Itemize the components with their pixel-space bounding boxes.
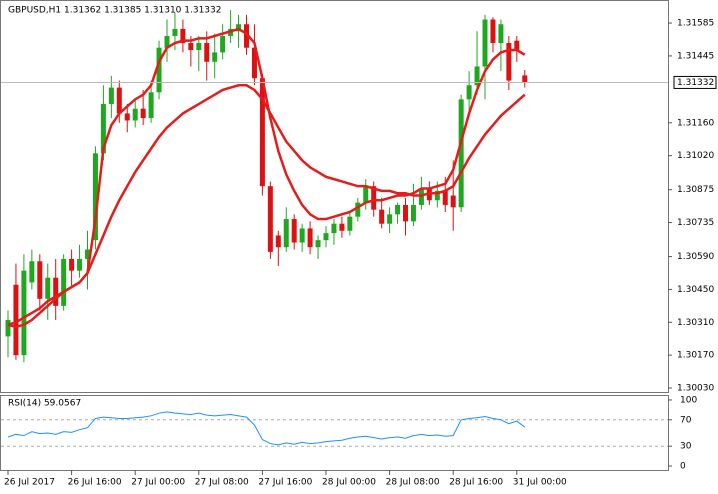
candle-body [69, 258, 75, 271]
candle-body [339, 223, 345, 231]
moving-average [7, 84, 526, 326]
candle-body [29, 261, 35, 283]
candle-body [403, 204, 408, 222]
candle-body [395, 204, 401, 215]
candle-body [323, 233, 329, 241]
candle-body [331, 223, 337, 234]
y-tick-label: 1.31160 [677, 118, 714, 128]
candle-body [53, 277, 59, 306]
candle-body [514, 40, 520, 51]
y-tick-label: 100 [680, 395, 697, 405]
candle-body [410, 204, 416, 222]
rsi-line [7, 411, 526, 446]
y-tick-label: 0 [680, 462, 686, 472]
y-tick-label: 1.31445 [677, 51, 714, 61]
candle-body [259, 78, 265, 187]
candle-body [283, 219, 289, 248]
candle-body [506, 43, 512, 81]
main-panel [0, 0, 669, 393]
x-tick-label: 26 Jul 2017 [4, 478, 55, 488]
rsi-panel [0, 395, 669, 471]
candle-body [458, 99, 464, 208]
candle-body [482, 19, 488, 67]
candle-body [291, 219, 297, 243]
candle-body [45, 277, 51, 299]
candle-body [315, 240, 321, 248]
chart-title: GBPUSD,H1 1.31362 1.31385 1.31310 1.3133… [8, 6, 221, 16]
candle-body [21, 270, 27, 356]
candle-body [124, 113, 130, 121]
candle-body [37, 261, 43, 299]
x-tick-label: 27 Jul 00:00 [131, 478, 185, 488]
candle-body [498, 24, 504, 44]
candle-body [379, 209, 385, 224]
candle-body [212, 52, 218, 62]
candle-body [61, 258, 67, 306]
y-tick-label: 1.31020 [677, 151, 714, 161]
candle-body [267, 186, 273, 252]
y-tick-label: 70 [680, 415, 692, 425]
candle-body [363, 186, 369, 203]
candle-body [108, 87, 114, 105]
candle-body [148, 92, 154, 119]
candle-body [180, 28, 186, 44]
candle-body [100, 104, 106, 154]
x-tick-label: 28 Jul 08:00 [386, 478, 440, 488]
candle-body [92, 153, 98, 241]
candle-body [156, 47, 162, 93]
candle-body [275, 235, 281, 248]
x-tick-label: 26 Jul 16:00 [68, 478, 122, 488]
candle-body [13, 284, 19, 356]
candle-body [387, 214, 393, 224]
y-tick-label: 1.30735 [677, 218, 714, 228]
candle-body [474, 66, 480, 86]
candle-body [434, 190, 440, 201]
y-tick-label: 30 [680, 442, 692, 452]
candle-body [371, 186, 377, 210]
x-tick-label: 27 Jul 16:00 [258, 478, 312, 488]
candle-body [299, 228, 305, 243]
moving-average [7, 27, 526, 329]
candle-body [188, 43, 194, 51]
candle-body [132, 108, 138, 121]
candle-body [196, 43, 202, 51]
candle-body [347, 216, 353, 231]
x-tick-label: 31 Jul 00:00 [513, 478, 567, 488]
candle-body [116, 87, 122, 114]
candle-body [355, 202, 361, 217]
current-price-box [673, 75, 717, 89]
y-tick-label: 1.30590 [677, 252, 714, 262]
candle-body [220, 35, 226, 53]
candle-body [140, 108, 146, 119]
y-tick-label: 1.30310 [677, 318, 714, 328]
candle-body [490, 19, 496, 44]
x-tick-label: 28 Jul 00:00 [322, 478, 376, 488]
candle-body [85, 249, 90, 259]
current-price-label: 1.31332 [677, 78, 714, 88]
y-tick-label: 1.30170 [677, 351, 714, 361]
candle-body [5, 319, 11, 337]
candle-body [244, 24, 249, 48]
candle-body [164, 35, 170, 48]
candle-body [442, 190, 448, 205]
candle-body [466, 85, 472, 100]
rsi-title: RSI(14) 59.0567 [8, 399, 81, 409]
candle-body [522, 75, 528, 83]
candle-body [172, 28, 178, 36]
x-tick-label: 28 Jul 16:00 [449, 478, 503, 488]
candle-body [77, 258, 83, 271]
y-tick-label: 1.30030 [677, 384, 714, 394]
y-tick-label: 1.30875 [677, 185, 714, 195]
x-tick-label: 27 Jul 08:00 [195, 478, 249, 488]
candle-body [307, 228, 313, 248]
candle-body [450, 195, 456, 208]
candle-body [204, 43, 210, 62]
candle-body [251, 47, 257, 79]
y-tick-label: 1.31585 [677, 19, 714, 29]
y-tick-label: 1.30450 [677, 285, 714, 295]
